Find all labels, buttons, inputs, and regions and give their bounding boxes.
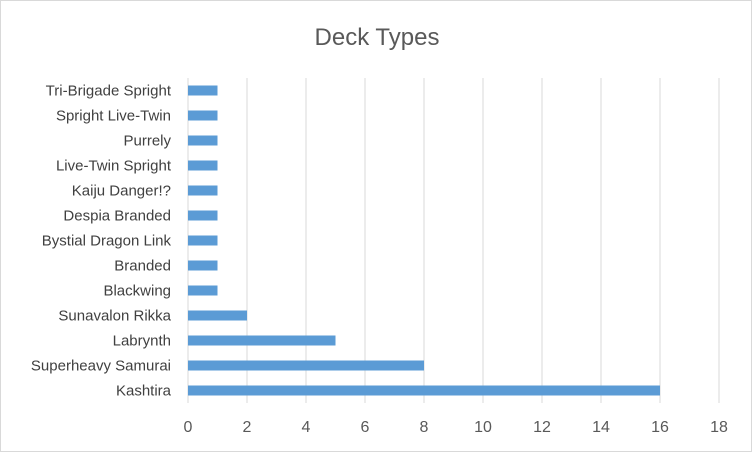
- bar: [188, 160, 218, 171]
- x-axis-tick-labels: 0 2 4 6 8 10 12 14 16 18: [184, 419, 728, 436]
- bar: [188, 385, 660, 396]
- category-label: Purrely: [123, 133, 171, 150]
- x-tick-label: 12: [533, 419, 551, 436]
- category-label: Spright Live-Twin: [56, 108, 171, 125]
- category-labels: Kashtira Superheavy Samurai Labrynth Sunava…: [31, 83, 172, 400]
- bar: [188, 360, 424, 371]
- bar: [188, 235, 218, 246]
- bar: [188, 185, 218, 196]
- x-tick-label: 6: [361, 419, 370, 436]
- category-label: Live-Twin Spright: [56, 158, 172, 175]
- x-tick-label: 8: [420, 419, 429, 436]
- category-label: Kaiju Danger!?: [72, 183, 171, 200]
- category-label: Labrynth: [113, 333, 171, 350]
- bar: [188, 110, 218, 121]
- category-label: Blackwing: [103, 283, 171, 300]
- x-tick-label: 18: [710, 419, 728, 436]
- bar: [188, 310, 247, 321]
- category-label: Kashtira: [116, 383, 172, 400]
- category-label: Tri-Brigade Spright: [46, 83, 172, 100]
- bar: [188, 210, 218, 221]
- x-tick-label: 4: [302, 419, 311, 436]
- bar: [188, 335, 336, 346]
- category-label: Bystial Dragon Link: [42, 233, 172, 250]
- x-tick-label: 2: [243, 419, 252, 436]
- bar: [188, 285, 218, 296]
- category-label: Despia Branded: [63, 208, 171, 225]
- x-tick-label: 10: [474, 419, 492, 436]
- chart-title: Deck Types: [315, 24, 440, 51]
- x-tick-label: 14: [592, 419, 610, 436]
- category-label: Branded: [114, 258, 171, 275]
- bars: [188, 85, 660, 396]
- bar: [188, 260, 218, 271]
- bar: [188, 85, 218, 96]
- gridlines: [187, 78, 720, 403]
- x-tick-label: 0: [184, 419, 193, 436]
- bar: [188, 135, 218, 146]
- category-label: Sunavalon Rikka: [58, 308, 171, 325]
- x-tick-label: 16: [651, 419, 669, 436]
- category-label: Superheavy Samurai: [31, 358, 171, 375]
